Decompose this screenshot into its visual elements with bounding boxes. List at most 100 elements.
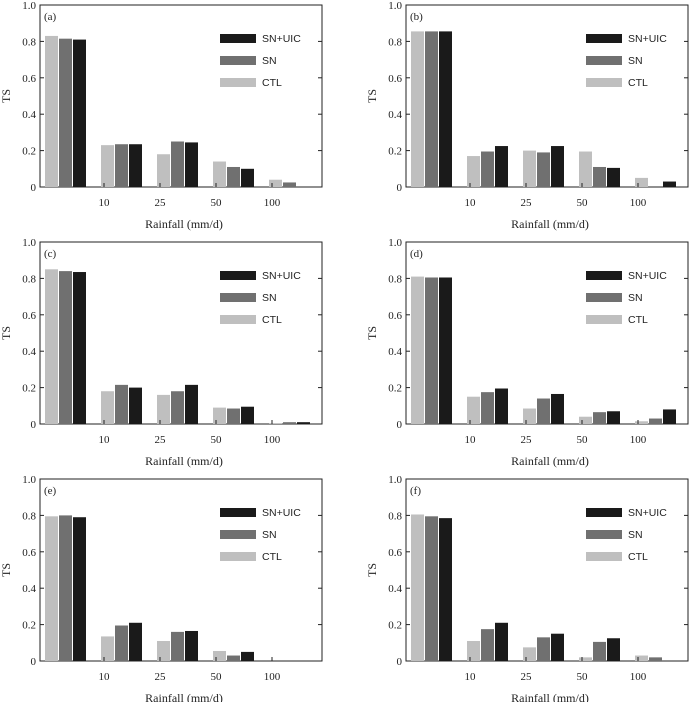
legend-swatch	[220, 552, 256, 561]
x-tick-label: 100	[630, 434, 647, 446]
bar-sn-uic	[607, 411, 620, 424]
legend-label: CTL	[262, 314, 282, 326]
y-tick-label: 0	[31, 419, 37, 431]
x-tick-label: 25	[521, 671, 533, 683]
x-axis-title: Rainfall (mm/d)	[511, 217, 589, 231]
y-axis-title: TS	[365, 326, 379, 340]
bar-ctl	[523, 150, 536, 187]
x-tick-label: 10	[99, 197, 111, 209]
chart-panel: 0 0.2 0.4 0.6 0.8 1.0 10 25 50 100 (d) Rainfall (mm…	[365, 237, 689, 468]
bar-sn-uic	[73, 39, 86, 187]
y-tick-label: 1.0	[388, 0, 402, 12]
y-tick-label: 1.0	[388, 237, 402, 249]
x-tick-label: 10	[465, 671, 477, 683]
bar-sn	[481, 392, 494, 424]
y-tick-label: 0	[397, 419, 403, 431]
legend-swatch	[586, 530, 622, 539]
legend-swatch	[220, 271, 256, 280]
bar-ctl	[213, 407, 226, 424]
bar-sn	[425, 516, 438, 661]
x-tick-label: 100	[264, 434, 281, 446]
legend-swatch	[220, 508, 256, 517]
bar-sn	[227, 655, 240, 661]
legend-swatch	[586, 78, 622, 87]
x-tick-label: 10	[99, 671, 111, 683]
x-tick-label: 50	[577, 671, 589, 683]
bar-sn	[59, 271, 72, 424]
bar-ctl	[213, 161, 226, 187]
bar-sn	[593, 412, 606, 424]
x-tick-label: 10	[465, 197, 477, 209]
bar-sn	[537, 637, 550, 661]
bar-ctl	[269, 179, 282, 187]
bar-sn-uic	[73, 272, 86, 424]
bar-ctl	[467, 396, 480, 424]
y-tick-label: 0.4	[22, 109, 36, 121]
y-tick-label: 0.8	[22, 36, 36, 48]
bar-ctl	[45, 516, 58, 661]
y-tick-label: 0.6	[22, 310, 36, 322]
bar-sn-uic	[495, 146, 508, 187]
bar-sn	[115, 144, 128, 187]
y-tick-label: 0.4	[388, 109, 402, 121]
bar-sn-uic	[551, 146, 564, 187]
bar-ctl	[635, 655, 648, 661]
y-tick-label: 0.8	[388, 510, 402, 522]
legend-label: SN+UIC	[262, 507, 301, 519]
bar-ctl	[467, 640, 480, 661]
bar-sn	[593, 166, 606, 187]
legend-swatch	[586, 315, 622, 324]
legend-label: SN+UIC	[262, 270, 301, 282]
bar-ctl	[579, 657, 592, 661]
bar-sn-uic	[185, 142, 198, 187]
x-tick-label: 100	[264, 671, 281, 683]
legend-label: SN+UIC	[628, 33, 667, 45]
bar-ctl	[411, 276, 424, 424]
legend-label: SN+UIC	[262, 33, 301, 45]
bar-sn-uic	[439, 518, 452, 661]
bar-sn	[171, 631, 184, 661]
y-tick-label: 0.4	[388, 346, 402, 358]
x-tick-label: 25	[155, 671, 167, 683]
y-tick-label: 0.6	[22, 547, 36, 559]
y-axis-title: TS	[0, 563, 13, 577]
y-axis-title: TS	[0, 326, 13, 340]
bar-ctl	[579, 151, 592, 187]
y-tick-label: 1.0	[388, 474, 402, 486]
bar-sn	[59, 515, 72, 661]
legend-label: SN	[262, 529, 277, 541]
bar-ctl	[523, 408, 536, 424]
x-tick-label: 10	[465, 434, 477, 446]
x-tick-label: 100	[630, 671, 647, 683]
bar-sn-uic	[241, 168, 254, 187]
bar-sn-uic	[241, 406, 254, 424]
bar-sn-uic	[439, 277, 452, 424]
bar-sn-uic	[129, 387, 142, 424]
bar-sn-uic	[185, 384, 198, 424]
y-tick-label: 0	[397, 182, 403, 194]
legend-label: CTL	[628, 77, 648, 89]
bar-ctl	[411, 31, 424, 187]
bar-sn	[59, 38, 72, 187]
legend-swatch	[586, 34, 622, 43]
chart-panel: 0 0.2 0.4 0.6 0.8 1.0 10 25 50 100 (c) Rainfall (mm…	[0, 237, 323, 468]
bar-sn-uic	[297, 422, 310, 424]
y-axis-title: TS	[0, 89, 13, 103]
legend-label: CTL	[628, 551, 648, 563]
bar-sn	[171, 141, 184, 187]
bar-sn-uic	[607, 167, 620, 187]
bar-ctl	[45, 35, 58, 187]
legend-swatch	[586, 56, 622, 65]
bar-sn-uic	[73, 517, 86, 661]
y-axis-title: TS	[365, 563, 379, 577]
panel-label: (d)	[410, 248, 423, 260]
bar-sn	[227, 166, 240, 187]
bar-sn-uic	[663, 181, 676, 187]
bar-sn	[227, 408, 240, 424]
bar-sn	[593, 641, 606, 661]
chart-panel: 0 0.2 0.4 0.6 0.8 1.0 10 25 50 100 (b) Rainfall (mm…	[365, 0, 689, 231]
legend-label: SN	[628, 292, 643, 304]
legend-swatch	[220, 293, 256, 302]
chart-panel: 0 0.2 0.4 0.6 0.8 1.0 10 25 50 100 (e) Rainfall (mm…	[0, 474, 323, 702]
y-tick-label: 0.2	[22, 146, 36, 158]
